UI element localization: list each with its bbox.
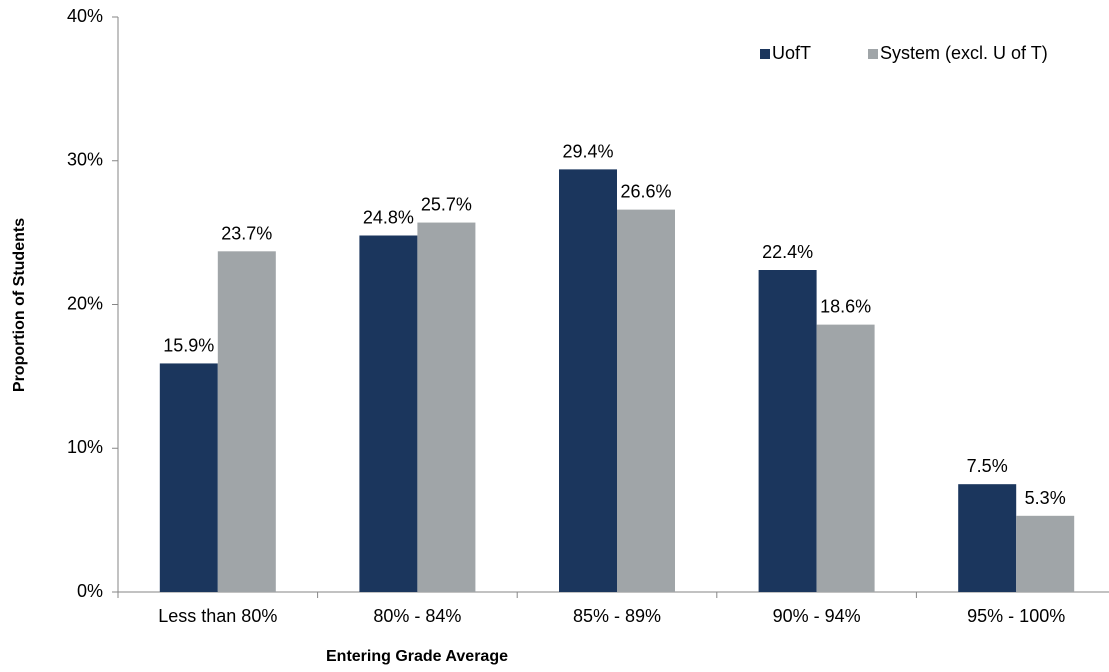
x-axis: Less than 80% 80% - 84% 85% - 89% 90% - 94%… — [117, 591, 1109, 626]
data-label: 29.4% — [562, 141, 613, 161]
x-tick-label: 80% - 84% — [373, 606, 461, 626]
x-tick-label: Less than 80% — [158, 606, 277, 626]
bar-system — [417, 222, 476, 592]
legend-swatch — [868, 49, 878, 59]
x-tick-label: 90% - 94% — [773, 606, 861, 626]
bar-system — [1016, 515, 1075, 592]
y-axis-title: Proportion of Students — [11, 218, 28, 392]
y-axis: 0% 10% 20% 30% 40% — [67, 6, 119, 601]
data-label: 7.5% — [967, 456, 1008, 476]
legend-label: UofT — [772, 43, 811, 63]
bar-uoft — [359, 235, 418, 592]
y-tick-label: 30% — [67, 150, 103, 170]
data-label: 18.6% — [820, 297, 871, 317]
bar-system — [816, 324, 875, 592]
bars — [159, 169, 1075, 592]
x-tick-label: 85% - 89% — [573, 606, 661, 626]
bar-uoft — [559, 169, 617, 592]
data-label: 23.7% — [221, 223, 272, 243]
x-axis-title: Entering Grade Average — [326, 648, 508, 665]
legend: UofT System (excl. U of T) — [760, 43, 1048, 63]
bar-system — [617, 209, 675, 592]
y-tick-label: 40% — [67, 6, 103, 26]
bar-uoft — [758, 270, 817, 592]
x-tick-label: 95% - 100% — [967, 606, 1065, 626]
bar-uoft — [958, 484, 1017, 592]
bar-uoft — [159, 363, 218, 592]
data-label: 22.4% — [762, 242, 813, 262]
value-labels: 15.9% 23.7% 24.8% 25.7% 29.4% 26.6% 22.4% 18.6%… — [163, 141, 1065, 507]
data-label: 24.8% — [363, 208, 414, 228]
y-tick-label: 0% — [77, 581, 103, 601]
data-label: 5.3% — [1025, 488, 1066, 508]
legend-swatch — [760, 49, 770, 59]
legend-label: System (excl. U of T) — [880, 43, 1048, 63]
data-label: 26.6% — [620, 182, 671, 202]
data-label: 25.7% — [421, 195, 472, 215]
y-tick-label: 20% — [67, 293, 103, 313]
bar-system — [217, 251, 276, 592]
y-tick-label: 10% — [67, 437, 103, 457]
data-label: 15.9% — [163, 335, 214, 355]
